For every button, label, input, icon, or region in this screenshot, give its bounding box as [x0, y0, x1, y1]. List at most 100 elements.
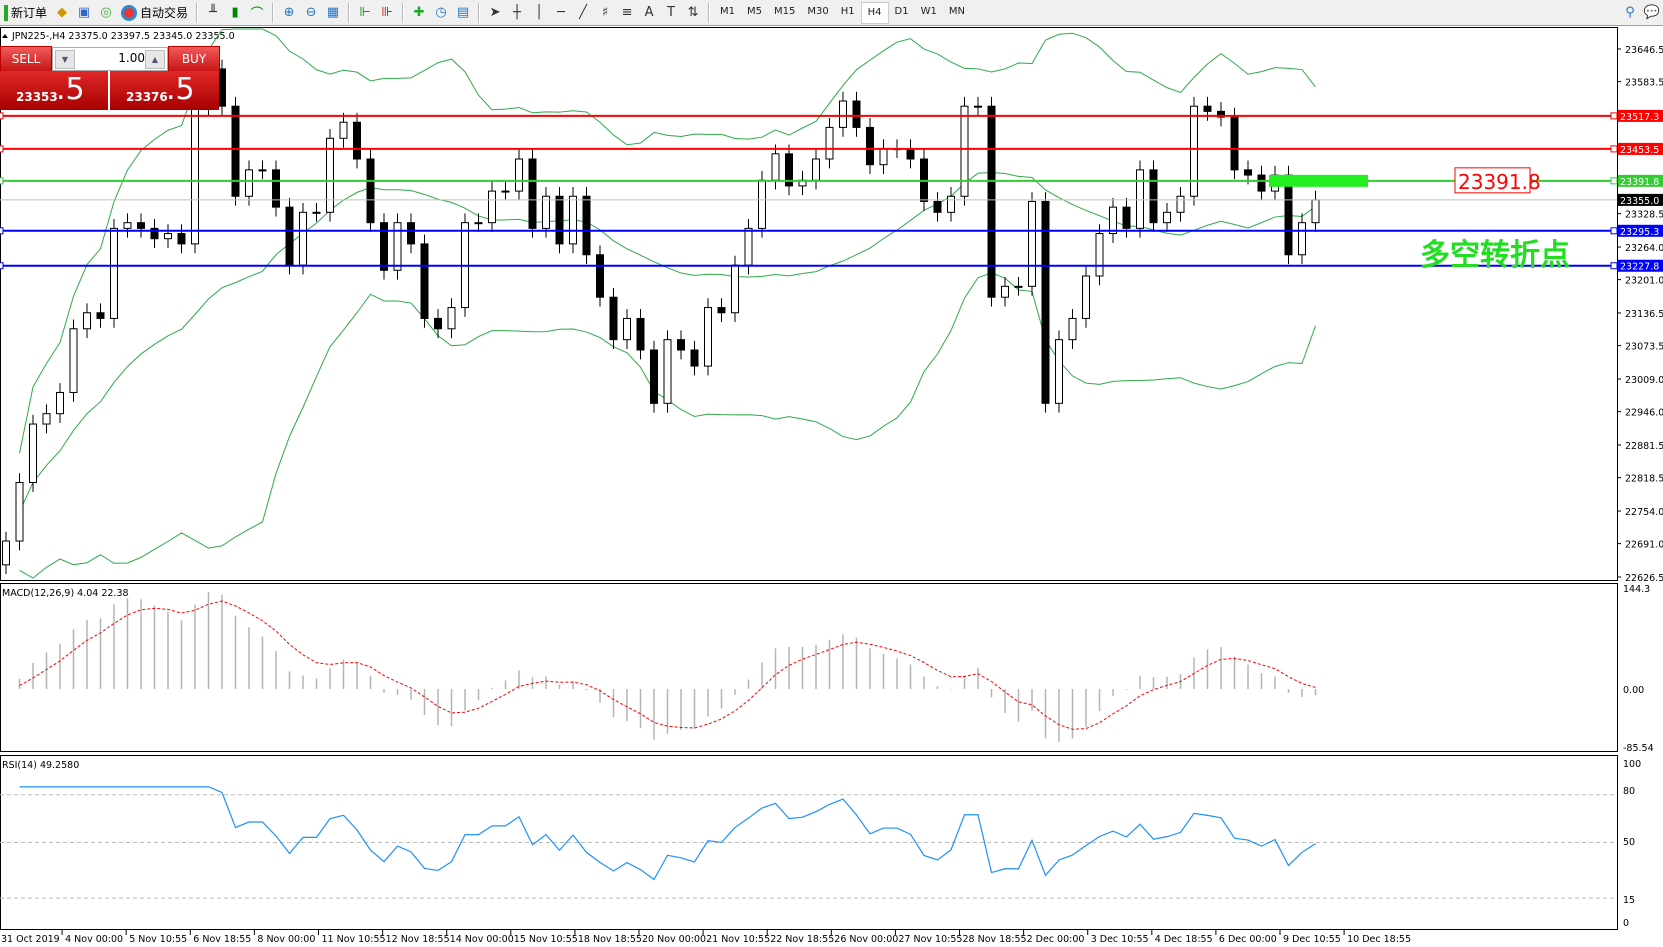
time-axis-label: 4 Dec 18:55 [1155, 934, 1213, 945]
level-price-label: 23453.5 [1620, 145, 1659, 156]
level-handle[interactable] [0, 112, 4, 120]
price-axis-label: 23264.0 [1625, 243, 1663, 254]
bull-candle [245, 169, 253, 197]
horizontal-line-icon[interactable]: ─ [557, 5, 565, 20]
bear-candle [987, 105, 996, 298]
rsi-axis-label: 100 [1623, 759, 1641, 770]
bear-candle [1257, 174, 1266, 192]
buy-button[interactable]: BUY [168, 46, 220, 72]
bear-candle [1122, 206, 1131, 229]
bar-chart-icon[interactable]: ╨ [209, 5, 217, 20]
crosshair-icon[interactable]: ┼ [513, 5, 521, 20]
level-handle[interactable] [1610, 145, 1618, 153]
timeframe-m5[interactable]: M5 [747, 5, 763, 17]
bear-candle [137, 222, 145, 229]
auto-scroll-icon[interactable]: ⊩ [359, 5, 371, 20]
price-axis-label: 23136.5 [1625, 309, 1663, 320]
level-handle[interactable] [0, 227, 4, 235]
chart-shift-icon[interactable]: ⊪ [381, 5, 393, 20]
sell-price[interactable]: 23353 .5 [0, 71, 108, 110]
indicators-icon[interactable]: ✚ [413, 5, 425, 20]
bollinger-upper-band [19, 28, 1316, 454]
bull-candle [312, 211, 321, 214]
timeframe-m15[interactable]: M15 [774, 5, 796, 17]
bear-candle [434, 317, 442, 330]
bollinger-middle-band [19, 171, 1316, 512]
collapse-arrow-icon[interactable] [2, 34, 8, 38]
candlestick-chart-icon[interactable]: ▮ [231, 5, 239, 20]
level-handle[interactable] [1610, 112, 1618, 120]
bull-candle [1176, 195, 1185, 213]
level-handle[interactable] [0, 262, 4, 270]
signals-icon[interactable]: ◎ [100, 5, 112, 20]
sell-price-fraction: .5 [56, 72, 85, 107]
annotation-text: 多空转折点 [1420, 238, 1570, 273]
bull-candle [1068, 317, 1077, 341]
cursor-icon[interactable]: ➤ [489, 5, 501, 20]
timeframe-mn[interactable]: MN [948, 5, 965, 17]
bull-candle [879, 148, 888, 166]
chat-icon[interactable]: 💬 [1643, 5, 1661, 20]
bear-candle [1203, 105, 1212, 112]
macd-signal-line [19, 600, 1316, 730]
bear-candle [650, 349, 658, 404]
buy-price[interactable]: 23376 .5 [110, 71, 219, 110]
decrease-lot-button[interactable]: ▼ [55, 50, 75, 69]
level-handle[interactable] [1610, 227, 1618, 235]
rsi-axis-label: 0 [1623, 918, 1629, 929]
auto-trading-button[interactable]: 自动交易 [117, 2, 192, 24]
text-label-icon[interactable]: T [667, 5, 675, 20]
trendline-icon[interactable]: ╱ [579, 5, 587, 20]
time-axis-label: 22 Nov 18:55 [770, 934, 834, 945]
level-handle[interactable] [1610, 262, 1618, 270]
buy-price-main: 23376 [126, 90, 168, 104]
level-handle[interactable] [1610, 177, 1618, 185]
bull-candle [83, 312, 91, 330]
bull-candle [42, 413, 51, 425]
new-order-button[interactable]: 新订单 [0, 2, 51, 24]
timeframe-w1[interactable]: W1 [920, 5, 937, 17]
bear-candle [717, 307, 726, 314]
arrows-icon[interactable]: ⇅ [687, 5, 699, 20]
level-price-label: 23391.8 [1620, 177, 1659, 188]
increase-lot-button[interactable]: ▲ [145, 50, 165, 69]
price-axis-label: 22818.5 [1625, 474, 1663, 485]
zoom-out-icon[interactable]: ⊖ [305, 5, 317, 20]
timeframe-m30[interactable]: M30 [807, 5, 829, 17]
sell-button[interactable]: SELL [0, 46, 52, 72]
price-axis-label: 22946.0 [1625, 408, 1663, 419]
new-order-label: 新订单 [11, 6, 48, 20]
fibonacci-icon[interactable]: ≡ [621, 5, 633, 20]
level-price-tag [1618, 224, 1663, 237]
level-price-label: 23227.8 [1620, 262, 1659, 273]
bear-candle [555, 195, 564, 245]
templates-icon[interactable]: ▤ [456, 5, 470, 20]
navigator-icon[interactable]: ▣ [77, 5, 91, 20]
time-axis-label: 15 Nov 10:55 [514, 934, 578, 945]
zoom-in-icon[interactable]: ⊕ [283, 5, 295, 20]
level-handle[interactable] [0, 145, 4, 153]
search-icon[interactable]: ⚲ [1625, 5, 1635, 20]
bull-candle [2, 540, 10, 566]
text-icon[interactable]: A [644, 5, 654, 20]
equidistant-channel-icon[interactable]: ♯ [601, 5, 609, 20]
line-chart-icon[interactable]: ⌒ [250, 7, 264, 22]
market-watch-icon[interactable]: ◆ [57, 5, 68, 20]
timeframe-d1[interactable]: D1 [894, 5, 909, 17]
bull-candle [771, 153, 780, 181]
level-handle[interactable] [0, 177, 4, 185]
timeframe-m1[interactable]: M1 [720, 5, 736, 17]
timeframe-h4[interactable]: H4 [860, 1, 889, 24]
bull-candle [704, 307, 712, 367]
tile-windows-icon[interactable]: ▦ [326, 5, 340, 20]
bear-candle [866, 126, 874, 166]
toolbar-separator [402, 2, 405, 23]
vertical-line-icon[interactable]: │ [535, 5, 543, 20]
periods-icon[interactable]: ◷ [435, 5, 447, 20]
bear-candle [177, 233, 186, 245]
lot-size-stepper[interactable]: ▼ 1.00 ▲ [52, 47, 168, 71]
bull-candle [825, 126, 834, 160]
timeframe-h1[interactable]: H1 [840, 5, 855, 17]
lot-size-input[interactable]: 1.00 [118, 51, 145, 65]
